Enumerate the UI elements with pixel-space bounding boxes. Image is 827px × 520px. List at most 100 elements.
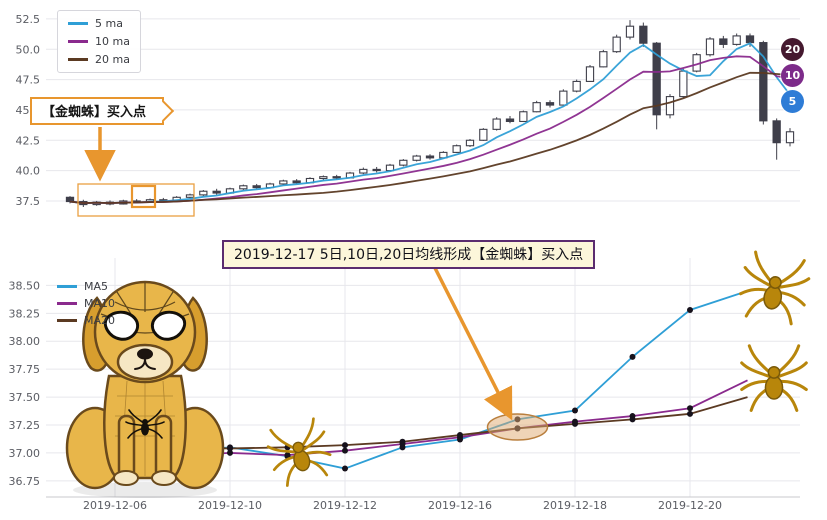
mask-eye-left [103,310,140,341]
legend-item-5ma: 5 ma [68,17,130,30]
legend-label: MA20 [84,314,116,327]
legend-label: 5 ma [95,17,123,30]
candle-body [599,51,608,68]
candle-body [399,159,408,166]
y-tick-label: 36.75 [9,475,41,488]
y-tick-label: 47.5 [16,74,41,87]
candle-body [412,155,421,161]
candle-body [745,35,755,44]
candle-body [732,35,741,45]
candle-body [332,176,341,179]
ma-chart-overlay [266,250,811,487]
candle-body [212,190,221,194]
x-tick-label: 2019-12-16 [428,499,492,512]
spider-body [764,375,784,400]
candle-body [372,168,381,172]
ma20-line-swatch [68,58,88,61]
candle-body [639,25,648,44]
x-tick-label: 2019-12-12 [313,499,377,512]
y-tick-label: 37.25 [9,419,41,432]
candle-body [665,96,675,116]
mask-eye-right [150,310,187,341]
ma20-end-badge: 20 [781,38,804,61]
y-tick-label: 38.00 [9,335,41,348]
marker-dot [629,353,636,360]
y-tick-label: 38.25 [9,307,41,320]
buy-candle-rect [130,184,157,209]
candle-body [625,25,635,38]
candle-body [505,118,515,123]
marker-dot [342,465,348,472]
legend-label: 20 ma [95,53,130,66]
gold-spider-icon [739,250,811,326]
legend-label: MA5 [84,280,109,293]
ma5-end-badge: 5 [781,90,804,113]
ma5-line-swatch [68,22,88,25]
ma10-end-badge: 10 [781,64,804,87]
marker-dot [687,405,693,412]
buy-point-callout-text: 【金蜘蛛】买入点 [42,105,147,120]
y-tick-label: 40.0 [16,165,41,178]
candle-body [572,80,581,92]
marker-dot [687,410,693,417]
marker-dot [342,442,348,449]
y-tick-label: 37.75 [9,363,41,376]
candle-body [425,155,435,159]
candle-body [292,180,301,184]
dog-nose [137,348,153,360]
candle-body [319,176,328,180]
ma-line-chart: 38.50 38.25 38.00 37.75 37.50 37.25 37.00 36.75… [9,250,811,512]
marker-dot [227,449,233,456]
candle-body [545,102,555,106]
candlestick-layers: 52.550.047.545.042.540.037.5 [16,13,800,217]
candle-body [359,168,368,174]
candle-body [559,90,568,106]
top-chart-legend: 5 ma 10 ma 20 ma [57,10,141,73]
gold-spider-icon [266,417,332,487]
dog-shadow [73,482,217,498]
y-tick-label: 37.50 [9,391,41,404]
candle-body [785,131,795,144]
ma10-line-swatch [57,302,77,305]
candle-body [652,42,661,116]
gold-spider-icon [740,344,808,412]
candle-body [465,139,475,147]
marker-dot [629,416,636,423]
candle-body [759,42,768,122]
candle-body [199,190,208,196]
legend-item-10ma: 10 ma [68,35,130,48]
ma-line-20 [69,71,791,204]
candle-body [492,118,501,130]
legend-item-20ma: 20 ma [68,53,130,66]
candle-body [239,185,248,190]
y-tick-label: 37.5 [16,195,41,208]
candle-body [185,194,195,198]
candle-body [705,38,715,56]
marker-dot [399,438,406,445]
chest-spider-emblem [125,409,165,439]
y-tick-label: 42.5 [16,134,41,147]
ma-line-5 [69,42,791,204]
candle-body [585,66,595,82]
marker-dot [687,306,693,313]
candle-body [772,120,781,144]
y-tick-label: 38.50 [9,279,41,292]
spider-legs [739,250,811,326]
candlestick-chart: 52.550.047.545.042.540.037.5 [16,13,800,217]
candle-body [65,196,75,203]
candle-body [532,102,541,113]
candle-body [719,38,728,45]
legend-item-ma5: MA5 [57,280,115,293]
candle-body [679,70,688,98]
y-tick-label: 37.00 [9,447,41,460]
candle-body [519,111,528,123]
x-tick-label: 2019-12-10 [198,499,262,512]
x-tick-label: 2019-12-18 [543,499,607,512]
spider-dog-illustration [65,280,225,498]
legend-label: 10 ma [95,35,130,48]
candle-body [279,180,288,185]
buy-point-callout: 【金蜘蛛】买入点 [30,97,174,125]
ma5-line-swatch [57,285,77,288]
buy-zone-rect [77,183,195,217]
